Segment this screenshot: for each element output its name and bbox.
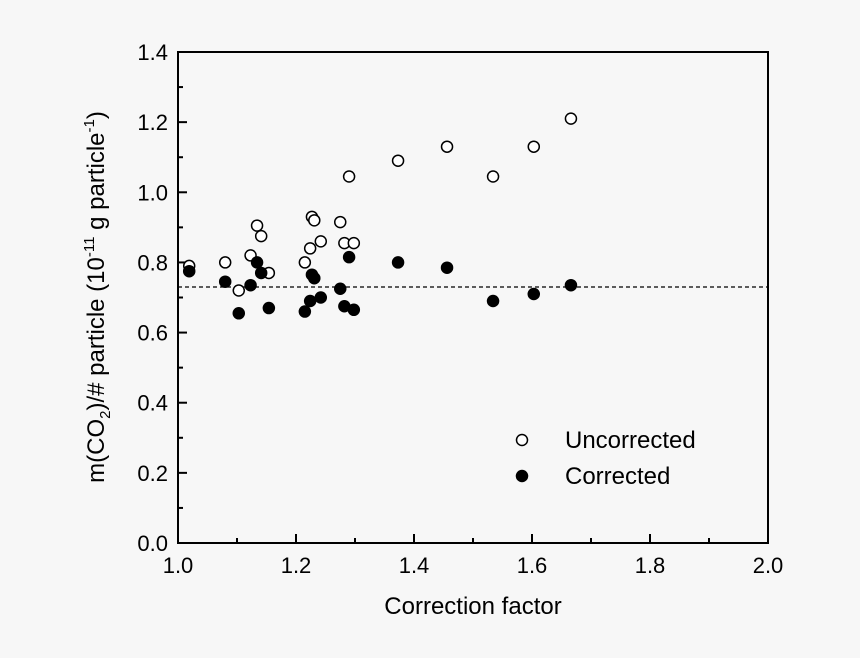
y-tick-label: 0.2 (137, 461, 168, 486)
x-tick-label: 1.4 (399, 553, 430, 578)
x-tick-label: 2.0 (753, 553, 784, 578)
uncorrected-point (391, 154, 405, 167)
legend-marker-corrected (515, 469, 529, 483)
corrected-point (440, 261, 454, 274)
x-axis-title: Correction factor (384, 593, 561, 620)
x-tick-label: 1.6 (517, 553, 548, 578)
corrected-point (564, 278, 578, 292)
legend-label-uncorrected: Uncorrected (565, 427, 696, 454)
corrected-point (298, 305, 312, 318)
legend: Uncorrected Corrected (515, 427, 696, 490)
uncorrected-point (254, 229, 268, 243)
uncorrected-point (232, 284, 246, 297)
corrected-point (391, 256, 405, 269)
uncorrected-point (250, 219, 264, 232)
corrected-point (262, 301, 276, 315)
y-tick-label: 0.0 (137, 531, 168, 556)
corrected-point (334, 282, 347, 295)
uncorrected-point (347, 236, 361, 250)
y-tick-label: 0.4 (137, 391, 168, 416)
corrected-point (308, 271, 321, 285)
corrected-point (347, 303, 361, 317)
legend-marker-uncorrected (515, 433, 529, 447)
uncorrected-point (486, 170, 500, 183)
corrected-point (182, 264, 196, 278)
corrected-point (232, 307, 246, 320)
plot-frame (177, 51, 769, 544)
corrected-point (527, 287, 541, 301)
y-axis-title: m(CO2)/# particle (10-11 g particle-1) (81, 111, 114, 483)
corrected-point (314, 291, 328, 304)
uncorrected-point (314, 235, 328, 248)
x-tick-label: 1.0 (163, 553, 194, 578)
uncorrected-point (303, 242, 317, 255)
y-tick-label: 1.2 (137, 110, 168, 135)
uncorrected-point (298, 256, 312, 269)
y-tick-label: 1.4 (137, 40, 168, 65)
legend-label-corrected: Corrected (565, 463, 670, 490)
corrected-point (218, 275, 232, 288)
y-tick-label: 0.8 (137, 250, 168, 275)
corrected-point (244, 278, 257, 292)
x-tick-label: 1.8 (635, 553, 666, 578)
uncorrected-point (440, 140, 454, 153)
corrected-point (486, 294, 500, 308)
x-tick-label: 1.2 (281, 553, 312, 578)
uncorrected-point (334, 215, 347, 229)
corrected-point (342, 250, 356, 264)
corrected-point (303, 294, 317, 308)
uncorrected-point (564, 112, 578, 125)
y-tick-label: 0.6 (137, 321, 168, 346)
corrected-point (254, 266, 268, 280)
uncorrected-point (308, 214, 321, 227)
uncorrected-point (342, 170, 356, 183)
corrected-point (250, 256, 264, 269)
y-tick-label: 1.0 (137, 180, 168, 205)
uncorrected-point (218, 256, 232, 269)
uncorrected-point (527, 140, 541, 153)
